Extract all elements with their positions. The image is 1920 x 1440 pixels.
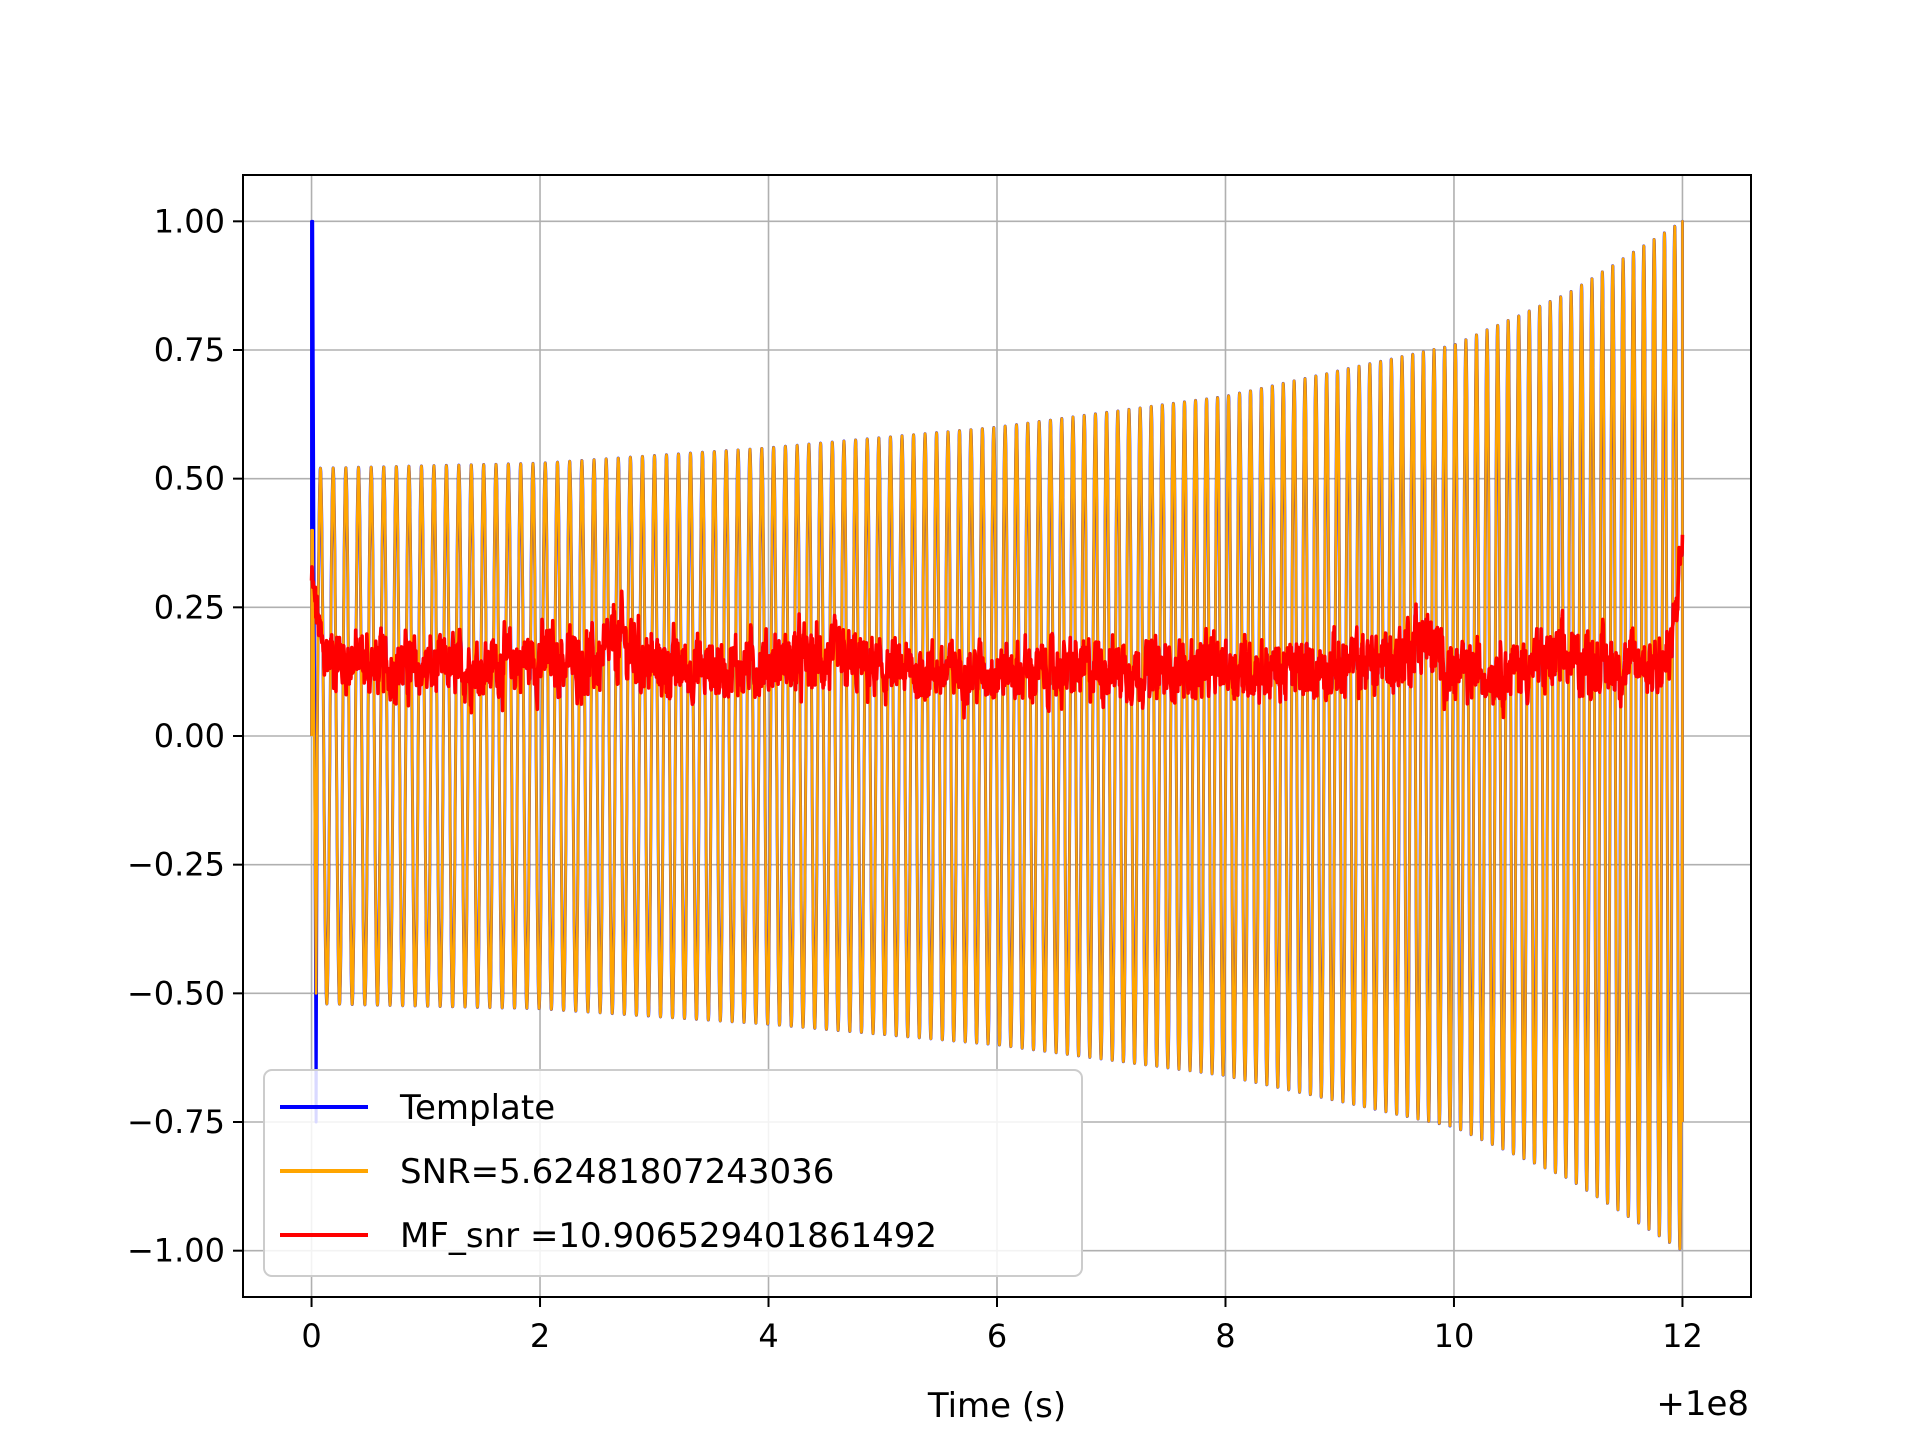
y-tick-label: 1.00 [154,202,225,240]
x-axis-ticks: 0 2 4 6 8 10 12 [301,1297,1703,1355]
y-tick-label: 0.00 [154,717,225,755]
x-tick-label: 10 [1434,1317,1475,1355]
y-tick-label: −0.75 [127,1103,225,1141]
series-clip [309,219,1685,1251]
x-tick-label: 4 [758,1317,778,1355]
x-tick-label: 0 [301,1317,321,1355]
x-tick-label: 6 [987,1317,1007,1355]
legend-label-snr: SNR=5.62481807243036 [400,1152,834,1192]
series-mf-snr-line [309,534,1685,720]
y-tick-label: −0.50 [127,974,225,1012]
x-tick-label: 12 [1662,1317,1703,1355]
y-tick-label: −0.25 [127,846,225,884]
series-snr-line [310,220,1684,1251]
x-axis-offset-label: +1e8 [1656,1384,1749,1424]
y-tick-label: 0.50 [154,460,225,498]
legend-label-mf-snr: MF_snr =10.906529401861492 [400,1216,937,1256]
y-tick-label: 0.25 [154,588,225,626]
x-tick-label: 8 [1215,1317,1235,1355]
y-tick-label: 0.75 [154,331,225,369]
legend: Template SNR=5.62481807243036 MF_snr =10… [263,1069,1083,1277]
legend-box [263,1069,1083,1277]
y-tick-label: −1.00 [127,1232,225,1270]
x-axis-label: Time (s) [927,1386,1066,1426]
series-layer [309,219,1685,1251]
y-axis-ticks: 1.00 0.75 0.50 0.25 0.00 −0.25 −0.50 −0.75 −1.00 [127,202,243,1270]
x-tick-label: 2 [530,1317,550,1355]
legend-label-template: Template [399,1088,555,1128]
